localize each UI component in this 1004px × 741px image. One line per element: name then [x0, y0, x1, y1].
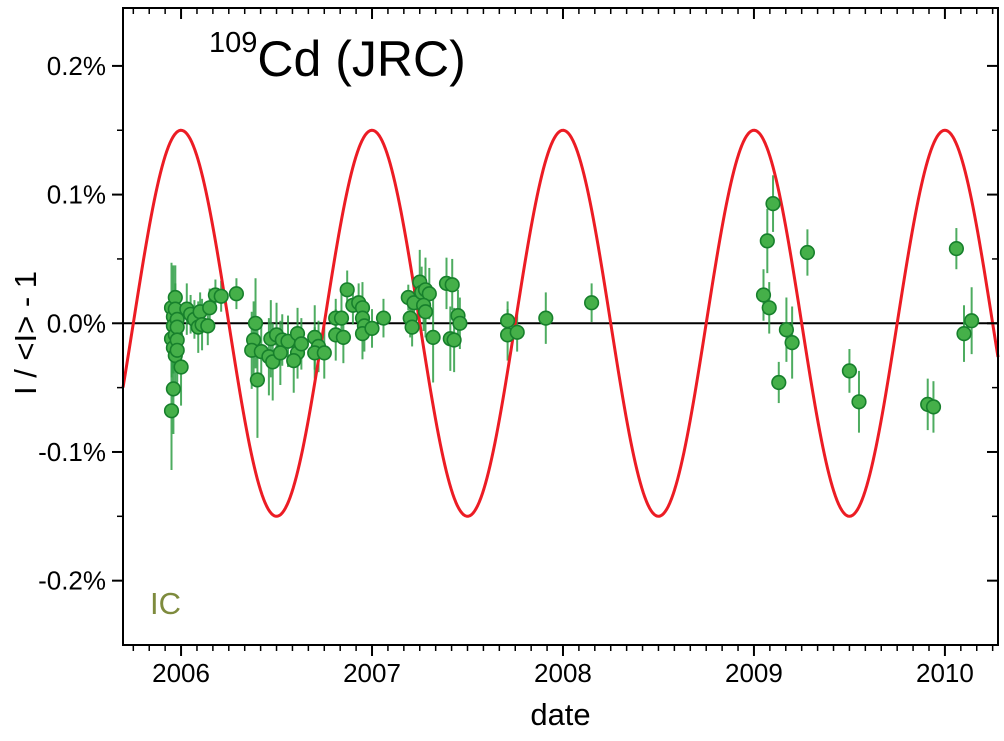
data-point [316, 345, 332, 361]
data-point [286, 353, 302, 369]
data-point [538, 310, 554, 326]
data-point [452, 315, 468, 331]
data-point [799, 244, 816, 261]
y-tick-label: 0.1% [47, 180, 106, 210]
sine-curve [121, 128, 1000, 518]
x-tick-label: 2007 [343, 658, 401, 688]
x-axis-title: date [530, 697, 591, 732]
data-point [364, 320, 380, 337]
data-point [213, 288, 229, 304]
data-point [583, 295, 600, 311]
data-point [446, 332, 462, 348]
data-point [293, 336, 310, 352]
data-point [169, 319, 185, 335]
data-point [173, 359, 189, 375]
y-tick-label: 0.2% [47, 51, 106, 81]
data-point [404, 319, 420, 335]
data-point [417, 304, 434, 320]
y-axis-title: I / <I> - 1 [8, 270, 43, 396]
data-point [425, 329, 441, 346]
isotope-mass-superscript: 109 [209, 27, 258, 59]
chart-title-text: Cd (JRC) [257, 31, 466, 87]
data-point [778, 322, 795, 338]
data-point [948, 241, 965, 257]
data-point [249, 372, 265, 388]
data-point [759, 233, 775, 249]
data-point [444, 277, 460, 293]
detector-label-ic: IC [150, 586, 181, 621]
data-point [851, 394, 867, 410]
data-point [771, 374, 787, 391]
data-point [333, 310, 350, 326]
data-point [339, 282, 355, 298]
data-point [228, 286, 244, 302]
x-tick-label: 2006 [152, 658, 210, 688]
axis-frame [122, 7, 999, 646]
data-point [956, 326, 972, 342]
data-point [765, 196, 781, 212]
data-point [500, 313, 516, 329]
y-tick-label: -0.2% [38, 566, 106, 596]
data-point [169, 342, 185, 358]
data-point [272, 345, 289, 361]
data-point [200, 318, 216, 334]
data-point [784, 335, 800, 351]
data-point [509, 324, 525, 340]
x-tick-label: 2010 [916, 658, 974, 688]
data-point [165, 381, 181, 397]
chart-title: 109Cd (JRC) [209, 27, 466, 88]
data-point [755, 287, 772, 303]
data-point [761, 300, 777, 316]
data-point [163, 403, 180, 419]
data-point [202, 300, 218, 316]
data-point [375, 310, 392, 326]
x-tick-label: 2008 [534, 658, 592, 688]
y-tick-label: -0.1% [38, 437, 106, 467]
data-point [841, 363, 858, 379]
y-tick-label: 0.0% [47, 308, 106, 338]
data-point [963, 313, 980, 329]
data-point [335, 329, 352, 346]
x-tick-label: 2009 [725, 658, 783, 688]
data-point [247, 315, 264, 331]
data-point [925, 399, 942, 415]
